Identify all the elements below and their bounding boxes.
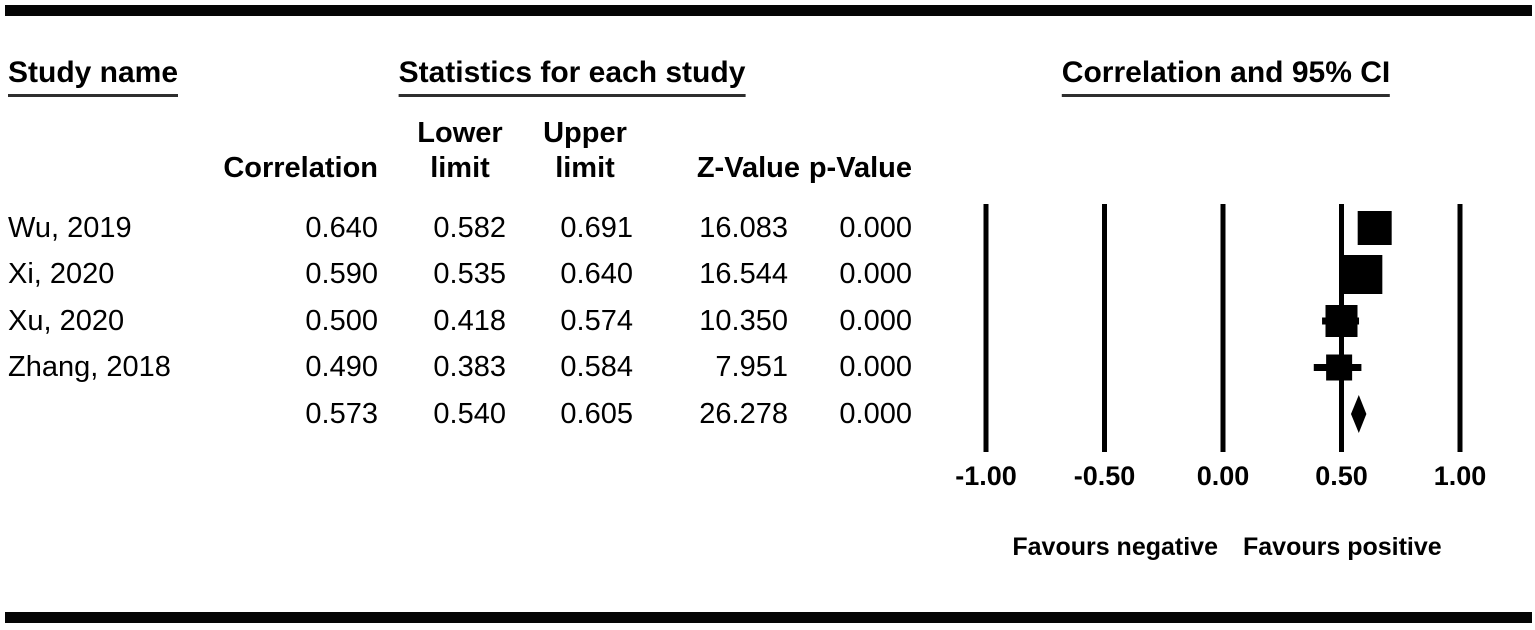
cell-correlation: 0.573: [305, 397, 378, 430]
cell-study: Wu, 2019: [8, 211, 132, 244]
statistics-header: Statistics for each study: [398, 56, 746, 97]
cell-upper: 0.584: [560, 351, 633, 383]
column-header-lower: Lower: [417, 117, 503, 149]
cell-p: 0.000: [839, 211, 912, 244]
favours-positive-label: Favours positive: [1243, 533, 1442, 561]
cell-p: 0.000: [839, 397, 912, 430]
cell-upper: 0.574: [560, 304, 633, 337]
cell-z: 16.083: [699, 211, 788, 244]
cell-study: Xi, 2020: [8, 258, 115, 290]
overall-diamond: [1350, 395, 1367, 433]
study-weight-square: [1325, 305, 1358, 337]
table-row: Xi, 2020 0.590 0.535 0.640 16.544 0.000: [0, 251, 1535, 298]
cell-study: Xu, 2020: [8, 304, 125, 337]
cell-upper: 0.691: [560, 211, 633, 244]
x-axis-tick-label: 0.00: [1196, 461, 1250, 491]
cell-correlation: 0.490: [305, 351, 378, 383]
study-weight-square: [1326, 354, 1353, 381]
cell-p: 0.000: [839, 258, 912, 290]
table-row: Zhang, 2018 0.490 0.383 0.584 7.951 0.000: [0, 344, 1535, 391]
study-weight-square: [1357, 211, 1392, 245]
bottom-border-rule: [5, 612, 1532, 623]
correlation-ci-header: Correlation and 95% CI: [1061, 56, 1391, 97]
cell-z: 7.951: [715, 351, 788, 383]
cell-lower: 0.540: [433, 397, 506, 430]
cell-upper: 0.640: [560, 258, 633, 290]
top-border-rule: [5, 5, 1532, 16]
study-name-header: Study name: [8, 56, 179, 97]
column-header-correlation: Correlation: [223, 152, 378, 184]
cell-study: Zhang, 2018: [8, 351, 171, 383]
cell-p: 0.000: [839, 304, 912, 337]
cell-lower: 0.535: [433, 258, 506, 290]
cell-upper: 0.605: [560, 397, 633, 430]
column-header-p-value: p-Value: [808, 152, 912, 184]
table-row: Xu, 2020 0.500 0.418 0.574 10.350 0.000: [0, 298, 1535, 345]
x-axis-tick-label: 1.00: [1433, 461, 1487, 491]
cell-lower: 0.582: [433, 211, 506, 244]
cell-lower: 0.383: [433, 351, 506, 383]
table-row: Wu, 2019 0.640 0.582 0.691 16.083 0.000: [0, 205, 1535, 252]
cell-z: 10.350: [699, 304, 788, 337]
cell-correlation: 0.500: [305, 304, 378, 337]
column-header-upper: Upper: [543, 117, 627, 149]
column-header-z-value: Z-Value: [696, 152, 800, 184]
x-axis-tick-label: 0.50: [1315, 461, 1368, 491]
cell-correlation: 0.640: [305, 211, 378, 244]
cell-z: 26.278: [699, 397, 788, 430]
favours-negative-label: Favours negative: [1012, 533, 1218, 561]
column-header-upper-limit: limit: [555, 152, 615, 184]
cell-z: 16.544: [699, 258, 788, 290]
cell-correlation: 0.590: [305, 258, 378, 290]
x-axis-tick-label: -1.00: [955, 461, 1017, 491]
cell-lower: 0.418: [433, 304, 506, 337]
study-weight-square: [1343, 255, 1383, 294]
table-row: 0.573 0.540 0.605 26.278 0.000: [0, 391, 1535, 438]
x-axis-tick-label: -0.50: [1073, 461, 1136, 491]
cell-p: 0.000: [839, 351, 912, 383]
column-header-lower-limit: limit: [430, 152, 490, 184]
